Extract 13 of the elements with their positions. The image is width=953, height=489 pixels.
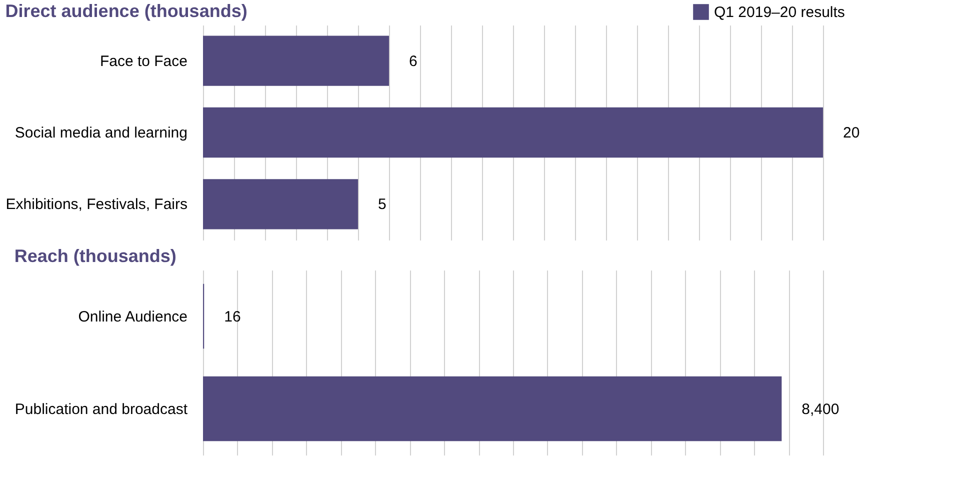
chart-title: Direct audience (thousands): [5, 1, 248, 21]
y-tick-label: Exhibitions, Festivals, Fairs: [6, 196, 188, 214]
data-label: 8,400: [802, 400, 840, 418]
chart-title: Reach (thousands): [14, 246, 176, 266]
y-tick-label: Publication and broadcast: [14, 400, 188, 418]
data-label: 5: [378, 196, 386, 214]
data-label: 6: [409, 52, 418, 70]
y-tick-label: Online Audience: [78, 308, 188, 326]
data-label: 20: [843, 124, 860, 142]
data-label: 16: [224, 308, 241, 326]
legend-label: Q1 2019–20 results: [714, 4, 845, 21]
y-tick-label: Social media and learning: [14, 124, 188, 142]
y-tick-label: Face to Face: [100, 52, 188, 70]
